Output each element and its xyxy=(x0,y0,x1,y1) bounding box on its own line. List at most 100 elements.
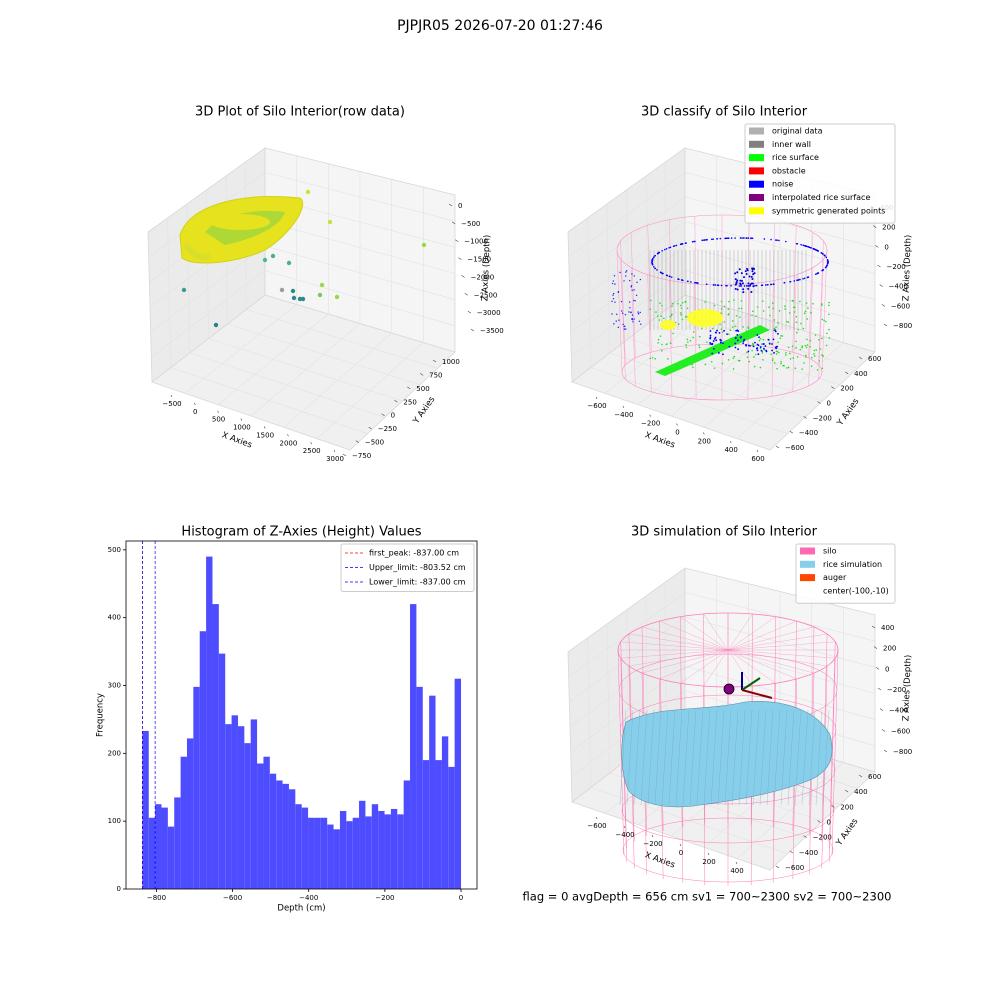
rice-point xyxy=(813,349,816,352)
rice-point xyxy=(713,367,716,369)
noise-point xyxy=(728,345,731,348)
mesh-line xyxy=(689,709,697,806)
mesh-line xyxy=(647,709,655,806)
y-tick-label: 0 xyxy=(391,412,395,420)
wall-point xyxy=(618,319,620,321)
rice-point xyxy=(755,315,757,318)
rice-point xyxy=(671,302,674,305)
figure-title: PJPJR05 2026-07-20 01:27:46 xyxy=(397,18,603,34)
noise-point xyxy=(705,283,708,286)
tick-mark xyxy=(845,371,849,375)
noise-point xyxy=(750,290,753,293)
histogram-bar xyxy=(365,816,372,889)
symmetric-point xyxy=(687,309,723,327)
rice-point xyxy=(784,308,787,310)
silo-wire xyxy=(727,626,815,651)
z-tick-label: −2500 xyxy=(474,291,498,299)
x-tick-label: 0 xyxy=(675,429,679,437)
noise-point xyxy=(711,343,714,346)
rice-point xyxy=(710,360,713,363)
noise-point xyxy=(736,333,739,336)
point xyxy=(334,294,340,300)
noise-point xyxy=(789,280,791,283)
legend-label: rice simulation xyxy=(823,560,882,569)
noise-point xyxy=(778,239,780,242)
point xyxy=(286,260,292,266)
mesh-line xyxy=(633,709,641,806)
mesh-line xyxy=(822,709,830,806)
wall-point xyxy=(624,313,627,316)
mesh-line xyxy=(759,709,767,806)
tick-mark xyxy=(873,225,877,228)
wall-point xyxy=(615,320,617,322)
wall-point xyxy=(639,278,642,281)
noise-point xyxy=(743,285,746,287)
wall-point xyxy=(623,280,625,282)
rice-point xyxy=(773,327,776,330)
noise-point xyxy=(654,254,656,257)
rice-point xyxy=(771,358,774,360)
rice-point xyxy=(686,307,689,310)
noise-point xyxy=(730,237,733,239)
noise-point xyxy=(754,284,756,287)
rice-point xyxy=(661,304,663,307)
rice-point xyxy=(649,357,652,360)
rice-point xyxy=(806,318,809,320)
rice-point xyxy=(791,345,794,347)
tick-mark xyxy=(240,418,243,421)
silo-wire xyxy=(647,225,652,353)
noise-point xyxy=(741,282,744,285)
silo-wire xyxy=(727,613,753,651)
noise-point xyxy=(719,339,722,342)
silo-wire xyxy=(628,633,729,651)
silo-wire xyxy=(727,649,836,659)
rice-point xyxy=(759,337,762,340)
rice-point xyxy=(775,353,778,355)
point xyxy=(300,296,306,302)
noise-point xyxy=(714,284,717,286)
pane-grid xyxy=(665,581,667,730)
z-tick-label: −400 xyxy=(889,283,908,291)
x-tick-label: 400 xyxy=(730,867,743,875)
rice-point xyxy=(706,341,708,343)
noise-point xyxy=(763,343,765,345)
x-tick-label: −600 xyxy=(587,402,606,410)
z-tick-label: −500 xyxy=(461,220,480,228)
mesh-line xyxy=(717,709,725,806)
legend-swatch xyxy=(800,560,815,568)
noise-point xyxy=(743,276,746,279)
noise-point xyxy=(827,260,829,262)
wall-point xyxy=(616,313,618,316)
rice-point xyxy=(812,302,814,305)
axis-arrow xyxy=(741,677,761,691)
noise-point xyxy=(807,276,810,278)
noise-point xyxy=(712,284,715,286)
silo-wire xyxy=(747,283,750,400)
rice-point xyxy=(649,308,652,311)
y-tick-label: 400 xyxy=(854,370,867,378)
rice-point xyxy=(755,353,757,356)
y-tick-label: 0 xyxy=(827,819,831,827)
noise-point xyxy=(719,341,722,344)
y-axis-label: Frequency xyxy=(96,693,106,737)
rice-point xyxy=(769,314,771,317)
y-tick-label: 300 xyxy=(108,681,121,689)
pane-grid xyxy=(250,323,361,417)
noise-point xyxy=(693,240,695,243)
histogram-bar xyxy=(371,804,379,889)
histogram-bar xyxy=(454,678,462,889)
y-tick-label: −500 xyxy=(365,439,384,447)
noise-point xyxy=(718,332,721,334)
x-tick-label: 500 xyxy=(212,416,225,424)
rice-point xyxy=(810,356,813,359)
rice-point xyxy=(820,304,823,306)
rice-point xyxy=(791,299,794,302)
rice-point xyxy=(723,321,726,323)
silo-wire xyxy=(792,274,797,392)
noise-point xyxy=(651,260,653,262)
y-tick-label: −400 xyxy=(799,429,818,437)
silo-wire xyxy=(829,641,836,849)
noise-point xyxy=(827,262,829,265)
noise-point xyxy=(675,244,678,247)
noise-point xyxy=(826,264,828,267)
